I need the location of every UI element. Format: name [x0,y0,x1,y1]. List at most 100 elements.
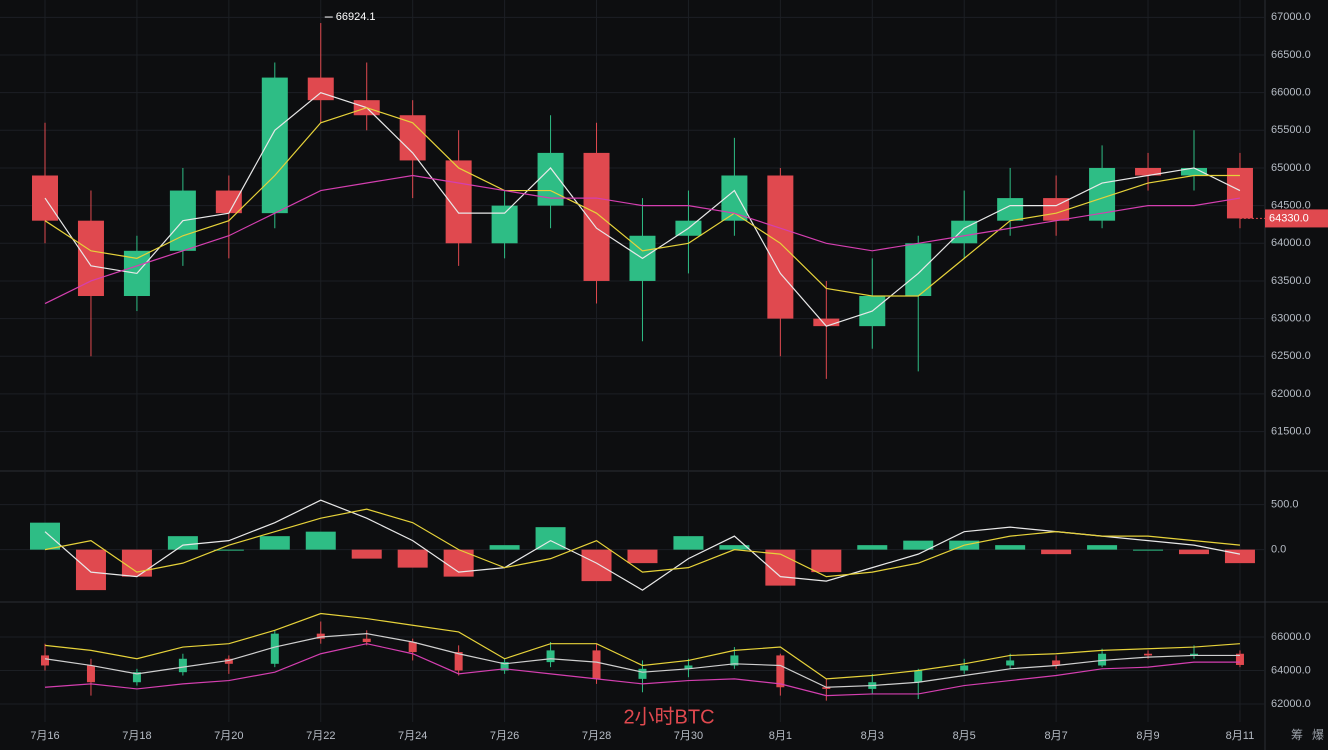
y-tick-label: 63500.0 [1271,275,1311,287]
y-tick-label: 66500.0 [1271,49,1311,61]
candle-body [362,638,371,643]
candle-body [914,670,923,683]
candle-body [1043,198,1070,221]
x-tick-label: 7月16 [30,730,59,742]
y-tick-label: 0.0 [1271,544,1286,556]
candle-body [684,665,693,669]
candle-body [1181,167,1207,176]
macd-bar [581,549,612,582]
toolbar-icon[interactable]: 筹 [1291,728,1303,742]
band-line [44,633,1240,688]
moving-average [44,107,1240,297]
y-tick-label: 64000.0 [1271,664,1311,676]
x-tick-label: 8月1 [769,730,792,742]
macd-bar [351,549,382,559]
x-tick-label: 7月26 [490,730,519,742]
x-tick-label: 8月3 [861,730,884,742]
y-tick-label: 62000.0 [1271,388,1311,400]
candle-body [132,672,141,683]
high-marker: 66924.1 [336,11,376,23]
y-tick-label: 67000.0 [1271,11,1311,23]
candle-body [86,665,95,683]
macd-bar [75,549,106,591]
x-tick-label: 7月22 [306,730,335,742]
last-price-label: 64330.0 [1269,212,1309,224]
macd-bar [719,545,750,550]
x-tick-label: 7月30 [674,730,703,742]
candle-body [1098,653,1107,666]
x-tick-label: 8月7 [1044,730,1067,742]
moving-average [44,91,1241,327]
macd-bar [1087,545,1118,550]
macd-bar [489,545,520,550]
x-tick-label: 8月11 [1226,730,1255,742]
candle-body [454,652,463,671]
candle-body [1226,167,1253,219]
x-tick-label: 7月24 [398,730,427,742]
macd-bar [995,545,1026,550]
candle-body [960,665,969,671]
candle-body [224,658,233,664]
x-tick-label: 8月9 [1136,730,1159,742]
y-tick-label: 65500.0 [1271,124,1311,136]
candle-body [1135,167,1162,176]
candle-body [270,633,279,664]
macd-bar [305,531,336,550]
y-tick-label: 62500.0 [1271,350,1311,362]
macd-bar [167,536,198,550]
toolbar-icon[interactable]: 爆 [1312,728,1324,742]
macd-bar [1133,549,1164,551]
y-tick-label: 66000.0 [1271,87,1311,99]
candle-body [997,198,1024,221]
candle-body [1190,653,1198,656]
macd-bar [627,549,658,564]
macd-bar [213,549,244,551]
x-tick-label: 7月28 [582,730,611,742]
candle-body [1006,660,1015,666]
macd-bar [397,549,428,568]
macd-bar [259,536,290,550]
y-tick-label: 61500.0 [1271,425,1311,437]
candle-body [905,243,932,297]
candle-body [215,190,242,214]
macd-bar [811,549,842,573]
watermark: 2小时BTC [623,705,714,728]
y-tick-label: 62000.0 [1271,698,1311,710]
macd-bar [1179,549,1209,555]
candle-body [307,77,334,101]
candle-body [951,220,978,244]
candle-body [592,650,601,679]
macd-line [44,508,1241,578]
y-tick-label: 64500.0 [1271,200,1311,212]
candle-body [1235,653,1244,665]
candle-body [767,175,794,319]
candle-body [638,668,647,679]
macd-line [44,499,1241,591]
candle-body [178,658,187,673]
y-tick-label: 500.0 [1271,499,1299,511]
moving-average [44,174,1241,305]
x-tick-label: 7月18 [122,730,151,742]
macd-bar [857,545,888,550]
macd-bar [673,536,704,550]
candle-body [776,655,785,688]
y-tick-label: 65000.0 [1271,162,1311,174]
band-line [44,643,1240,697]
candle-body [41,655,49,666]
macd-bar [30,522,60,550]
x-tick-label: 8月5 [953,730,976,742]
y-tick-label: 64000.0 [1271,237,1311,249]
candle-body [813,318,840,327]
macd-bar [1041,549,1072,555]
candle-body [822,687,831,689]
last-price-tag [1265,209,1328,228]
y-tick-label: 66000.0 [1271,631,1311,643]
candle-body [408,642,417,653]
candle-body [261,77,288,214]
candle-body [491,205,518,244]
y-tick-label: 63000.0 [1271,313,1311,325]
